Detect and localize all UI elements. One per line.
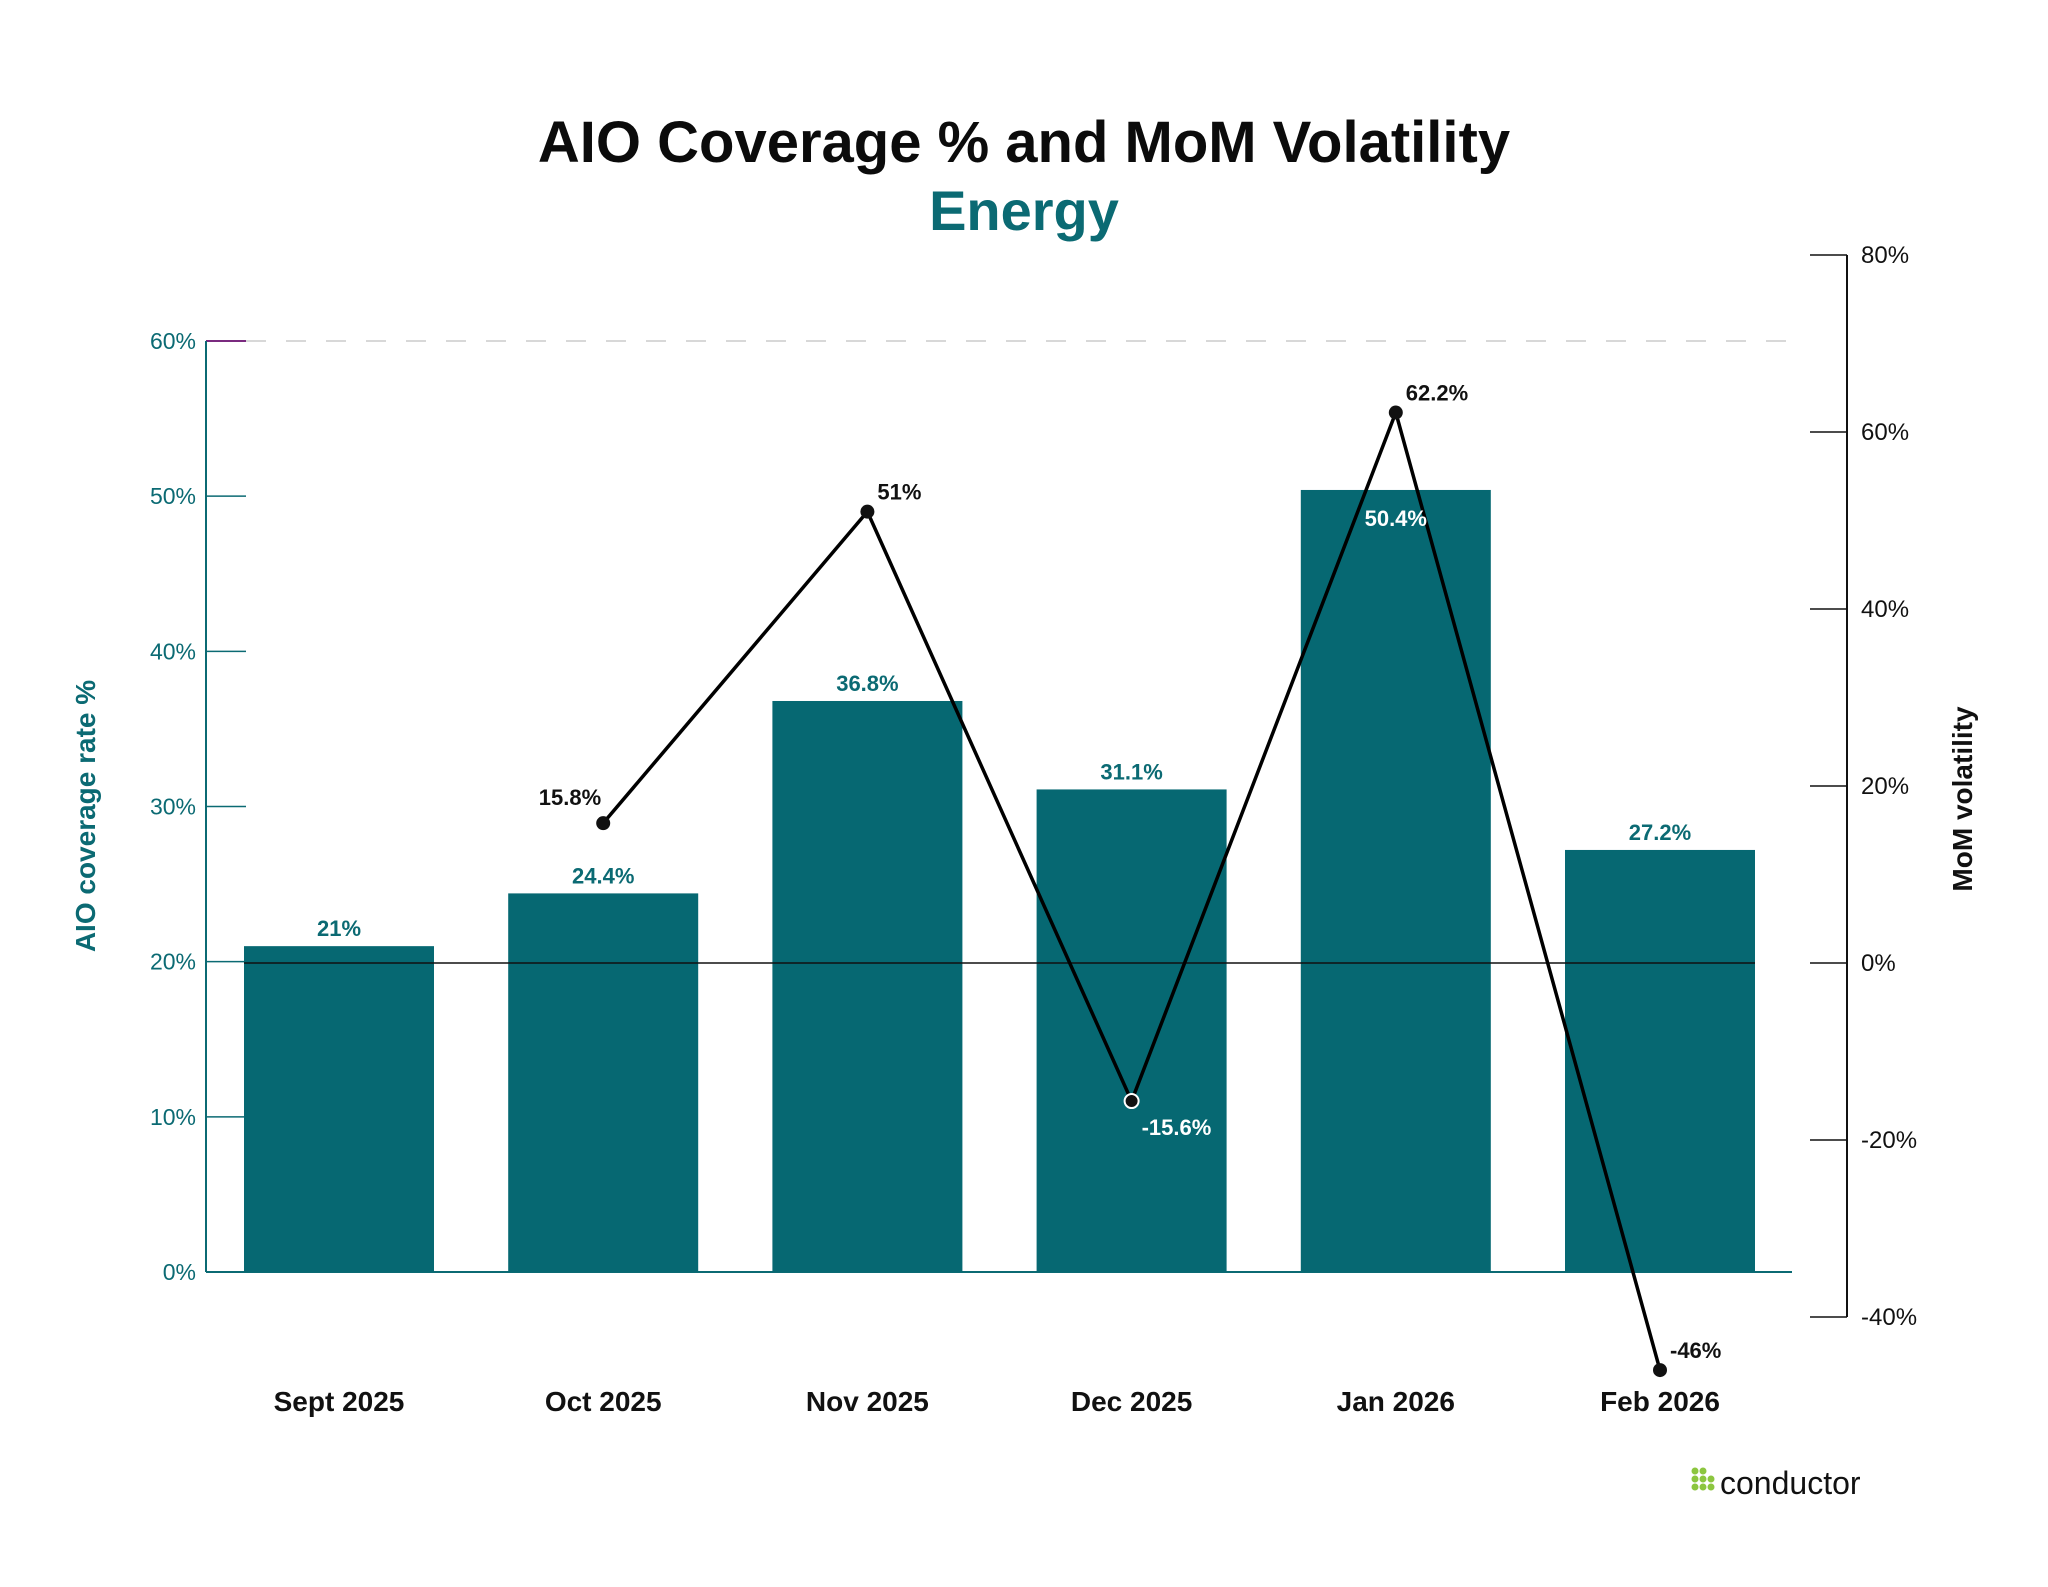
logo-dot bbox=[1699, 1483, 1707, 1491]
logo-dots-icon bbox=[1691, 1467, 1715, 1491]
x-tick-label: Nov 2025 bbox=[806, 1386, 929, 1417]
volatility-point bbox=[860, 504, 875, 519]
x-tick-label: Oct 2025 bbox=[545, 1386, 662, 1417]
x-tick-label: Sept 2025 bbox=[274, 1386, 405, 1417]
bar bbox=[1036, 789, 1227, 1272]
left-tick-label: 60% bbox=[150, 328, 196, 354]
bar-label: 21% bbox=[317, 916, 361, 941]
logo-dot bbox=[1699, 1467, 1707, 1475]
logo-text: conductor bbox=[1720, 1465, 1861, 1501]
bar-label: 31.1% bbox=[1100, 759, 1162, 784]
volatility-point bbox=[1123, 1093, 1140, 1110]
right-tick-label: -40% bbox=[1861, 1304, 1917, 1331]
left-tick-label: 30% bbox=[150, 794, 196, 820]
bar-label: 50.4% bbox=[1365, 506, 1427, 531]
left-tick-label: 10% bbox=[150, 1104, 196, 1130]
right-tick-label: 60% bbox=[1861, 419, 1909, 446]
logo-dot bbox=[1691, 1475, 1699, 1483]
x-tick-label: Feb 2026 bbox=[1600, 1386, 1720, 1417]
left-tick-label: 40% bbox=[150, 638, 196, 664]
left-tick-label: 50% bbox=[150, 483, 196, 509]
right-tick-label: 0% bbox=[1861, 950, 1896, 977]
bar-label: 27.2% bbox=[1629, 820, 1691, 845]
bar-label: 24.4% bbox=[572, 863, 634, 888]
right-axis-title: MoM volatility bbox=[1947, 706, 1978, 892]
logo-dot bbox=[1699, 1475, 1707, 1483]
chart-subtitle: Energy bbox=[929, 179, 1119, 242]
logo-dot bbox=[1691, 1467, 1699, 1475]
volatility-label: -15.6% bbox=[1142, 1115, 1212, 1140]
bar bbox=[508, 893, 699, 1272]
bar bbox=[1300, 489, 1491, 1273]
logo-dot bbox=[1707, 1475, 1715, 1483]
volatility-label: -46% bbox=[1670, 1338, 1721, 1363]
bar bbox=[772, 700, 963, 1272]
x-tick-label: Dec 2025 bbox=[1071, 1386, 1192, 1417]
bar bbox=[244, 946, 434, 1272]
logo-dot bbox=[1691, 1483, 1699, 1491]
volatility-label: 15.8% bbox=[539, 785, 601, 810]
bar bbox=[1565, 849, 1755, 1272]
volatility-point bbox=[1653, 1363, 1667, 1378]
conductor-logo: conductor bbox=[1691, 1465, 1861, 1501]
right-tick-label: 40% bbox=[1861, 596, 1909, 623]
chart-title: AIO Coverage % and MoM Volatility bbox=[538, 110, 1510, 175]
bar-label: 36.8% bbox=[836, 671, 898, 696]
left-tick-label: 0% bbox=[163, 1259, 196, 1285]
volatility-label: 51% bbox=[877, 480, 921, 505]
left-axis-title: AIO coverage rate % bbox=[70, 680, 101, 952]
right-tick-label: 80% bbox=[1861, 242, 1909, 269]
volatility-point bbox=[1388, 405, 1403, 420]
right-tick-label: -20% bbox=[1861, 1127, 1917, 1154]
right-tick-label: 20% bbox=[1861, 773, 1909, 800]
volatility-label: 62.2% bbox=[1406, 381, 1468, 406]
left-tick-label: 20% bbox=[150, 949, 196, 975]
volatility-point bbox=[596, 816, 611, 831]
logo-dot bbox=[1707, 1483, 1715, 1491]
x-tick-label: Jan 2026 bbox=[1337, 1386, 1455, 1417]
